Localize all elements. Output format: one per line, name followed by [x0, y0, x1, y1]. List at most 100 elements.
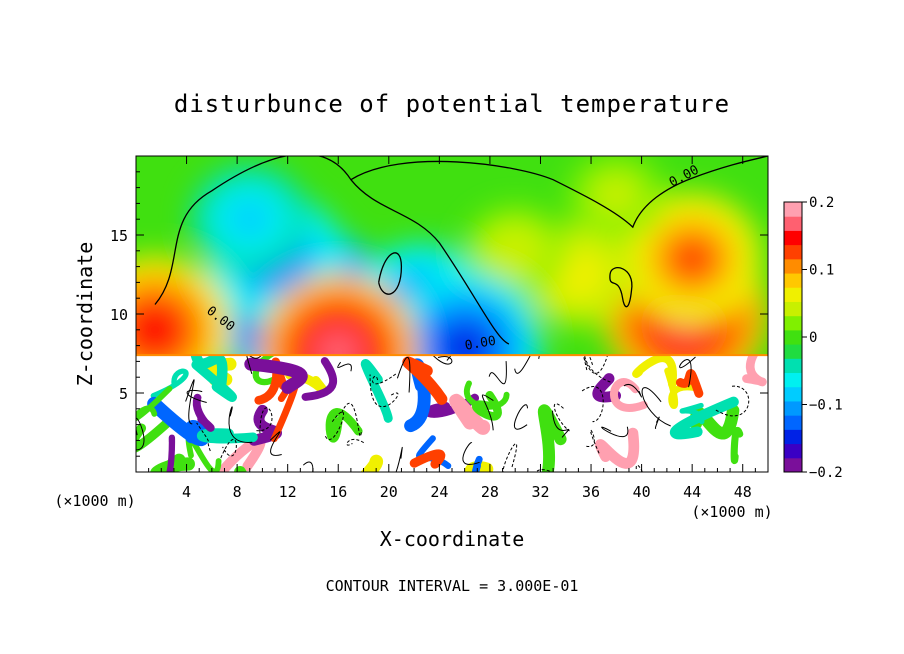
colorbar-swatch — [784, 415, 802, 430]
plot-area: 0.000.000.000.00 — [136, 156, 768, 472]
colorbar-swatch — [784, 258, 802, 274]
colorbar-swatch — [784, 344, 802, 359]
turbulent-contour — [186, 390, 207, 403]
x-tick-label: 4 — [182, 483, 191, 501]
turbulent-contour — [482, 394, 494, 431]
x-tick-label: 8 — [233, 483, 242, 501]
turbulent-contour — [228, 406, 253, 443]
turbulent-contour — [341, 403, 362, 437]
turbulent-contour — [346, 438, 364, 446]
turbulent-contour — [679, 356, 696, 388]
colorbar-swatch — [784, 315, 802, 331]
turbulent-contour — [552, 410, 570, 438]
x-tick-label: 32 — [531, 483, 549, 501]
turbulent-contour — [623, 383, 642, 398]
colorbar-tick-label: 0.1 — [809, 263, 834, 279]
turbulent-band — [192, 393, 215, 432]
colorbar-swatch — [784, 358, 802, 374]
turbulent-contour — [514, 404, 528, 430]
turbulent-band — [244, 357, 308, 394]
colorbar-swatch — [784, 386, 802, 402]
y-axis-label: Z-coordinate — [73, 242, 97, 387]
turbulent-band — [537, 404, 567, 472]
x-tick-label: 48 — [734, 483, 752, 501]
x-tick-label: 12 — [279, 483, 297, 501]
turbulent-band — [664, 367, 697, 409]
turbulent-contour — [584, 355, 612, 383]
turbulent-band — [632, 355, 677, 389]
y-tick-label: 15 — [110, 227, 128, 245]
turbulent-contour — [601, 426, 629, 438]
turbulent-band — [360, 454, 384, 472]
colorbar-tick-label: −0.1 — [809, 398, 843, 414]
turbulent-band — [196, 428, 258, 444]
turbulent-contour — [488, 361, 507, 385]
contour-label: 0.00 — [464, 334, 497, 354]
x-tick-label: 36 — [582, 483, 600, 501]
contour-loop-east — [609, 267, 633, 308]
y-tick-label: 10 — [110, 306, 128, 324]
contour-loop-center — [378, 252, 403, 295]
turbulent-band — [325, 408, 363, 443]
turbulent-contour — [502, 443, 518, 472]
upper-field — [136, 156, 768, 356]
colorbar-tick-label: 0 — [809, 330, 817, 346]
turbulent-contour — [302, 461, 314, 472]
x-tick-label: 28 — [481, 483, 499, 501]
turbulent-contour — [396, 357, 411, 393]
turbulent-band — [301, 357, 338, 401]
anomaly-10-band-4 — [441, 325, 489, 356]
colorbar-swatch — [784, 443, 802, 459]
turbulent-band — [166, 435, 176, 472]
anomaly-9-band-4 — [598, 180, 634, 211]
turbulent-contour — [369, 374, 399, 408]
turbulent-band — [464, 461, 494, 472]
turbulent-band — [463, 380, 510, 410]
turbulent-band — [594, 427, 640, 469]
turbulent-band — [730, 427, 744, 464]
x-tick-label: 44 — [683, 483, 701, 501]
colorbar-swatch — [784, 372, 802, 388]
anomaly-6-band-4 — [670, 239, 714, 279]
turbulent-band — [670, 396, 739, 440]
contour-east — [350, 156, 768, 229]
colorbar-swatch — [784, 230, 802, 246]
turbulent-band — [675, 369, 704, 398]
turbulent-contour — [220, 439, 237, 459]
contour-interval-note: CONTOUR INTERVAL = 3.000E-01 — [326, 577, 579, 595]
anomaly-4-band-4 — [136, 308, 179, 352]
turbulent-band — [136, 416, 174, 453]
turbulent-band — [402, 356, 448, 405]
zero-contours — [154, 156, 768, 345]
x-tick-label: 24 — [430, 483, 448, 501]
turbulent-contour — [641, 387, 671, 427]
anomaly-7-band-4 — [559, 257, 598, 292]
colorbar-swatch — [784, 216, 802, 231]
turbulent-band — [252, 355, 285, 386]
turbulent-band — [449, 393, 491, 435]
x-axis: 4 8 12 16 20 24 28 32 36 40 44 48 — [148, 156, 756, 501]
y-tick-label: 5 — [119, 385, 128, 403]
turbulent-contour — [395, 447, 403, 472]
turbulent-band — [742, 355, 767, 387]
colorbar: 0.2 0.1 0 −0.1 −0.2 — [783, 195, 843, 481]
turbulent-band — [472, 455, 483, 472]
turbulent-contour — [185, 379, 195, 425]
turbulent-band — [248, 404, 283, 446]
turbulent-contour — [337, 361, 352, 372]
anomaly-8-band-4 — [497, 235, 534, 267]
z-unit-label: (×1000 m) — [54, 492, 135, 510]
contour-west — [154, 156, 510, 345]
turbulent-contour — [715, 385, 750, 417]
turbulent-contour — [583, 355, 608, 374]
colorbar-swatch — [784, 202, 802, 217]
turbulent-contour — [462, 442, 480, 465]
lower-field — [136, 355, 768, 472]
colorbar-tick-label: −0.2 — [809, 465, 843, 481]
turbulent-contour — [553, 403, 570, 432]
turbulent-band — [191, 360, 237, 402]
y-axis: 5 10 15 — [110, 171, 768, 457]
chart-title: disturbunce of potential temperature — [174, 90, 730, 118]
x-tick-label: 40 — [633, 483, 651, 501]
